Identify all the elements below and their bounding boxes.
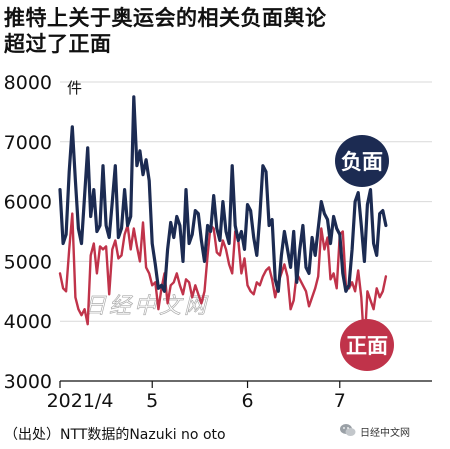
y-tick-label: 7000 [4,132,52,154]
legend-negative-badge [335,135,389,187]
y-axis-unit-label: 件 [67,79,82,97]
legend-positive: 正面 [340,319,394,371]
y-tick-labels: 3000 4000 5000 6000 7000 8000 [4,72,52,393]
y-tick-label: 5000 [4,251,52,273]
series-line-1 [58,212,388,350]
y-tick-label: 6000 [4,192,52,214]
chart-title-line1: 推特上关于奥运会的相关负面舆论 [4,6,327,30]
legend-positive-badge [340,319,394,371]
legend-negative: 负面 [335,135,389,187]
source-note: （出处）NTT数据的Nazuki no oto [4,427,226,443]
x-tick-label: 6 [241,390,253,412]
watermark: 日经中文网 [84,294,209,320]
x-tick-label: 5 [146,390,158,412]
brand-label: 日经中文网 [360,428,410,439]
chart-title-line2: 超过了正面 [4,32,112,56]
legend-negative-label: 负面 [341,150,383,174]
x-tick-label: 2021/4 [47,390,114,412]
series-line-0 [58,95,388,293]
y-tick-label: 4000 [4,311,52,333]
watermark-text: 日经中文网 [84,294,209,319]
x-tick-label: 7 [334,390,346,412]
x-tick-marks: 2021/4 5 6 7 [47,381,346,412]
y-tick-label: 3000 [4,371,52,393]
series-lines [58,95,388,350]
y-tick-label: 8000 [4,72,52,94]
legend-positive-label: 正面 [346,334,388,358]
wechat-icon [340,424,356,436]
